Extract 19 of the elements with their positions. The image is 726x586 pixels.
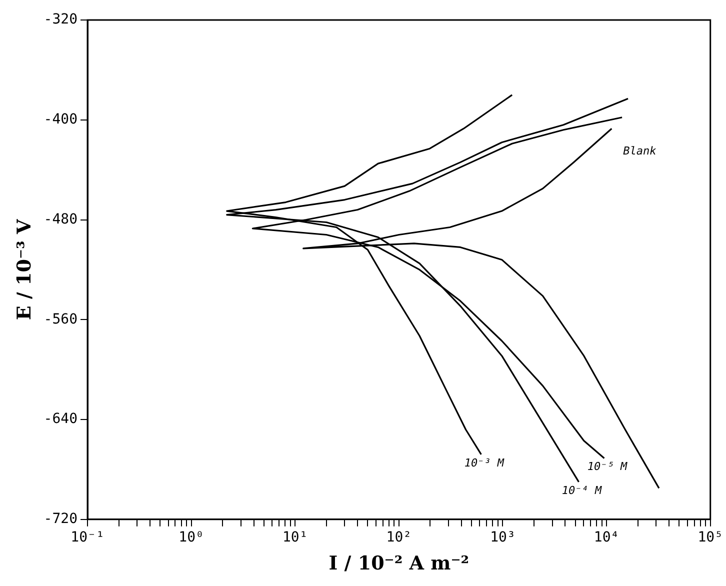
x-tick-label: 10⁻¹ [70,529,104,546]
x-tick-label: 10¹ [282,529,308,546]
x-tick-label: 10³ [490,529,516,546]
y-tick-label: -320 [44,12,78,28]
series-label: 10⁻⁴ M [562,484,602,497]
x-tick-label: 10⁴ [594,529,620,546]
y-tick-label: -480 [44,211,78,228]
series-label: 10⁻⁵ M [587,460,628,474]
x-tick-label: 10⁵ [698,529,724,546]
y-axis-title: E / 10⁻³ V [13,218,36,320]
y-tick-label: -640 [44,411,78,428]
y-tick-label: -400 [44,112,78,128]
x-axis-title: I / 10⁻² A m⁻² [328,552,470,575]
x-tick-label: 10⁰ [178,529,204,546]
series-label: 10⁻³ M [464,456,504,470]
y-tick-label: -720 [44,511,78,528]
series-label: Blank [623,144,657,158]
x-tick-label: 10² [386,529,412,546]
y-tick-label: -560 [44,311,78,328]
